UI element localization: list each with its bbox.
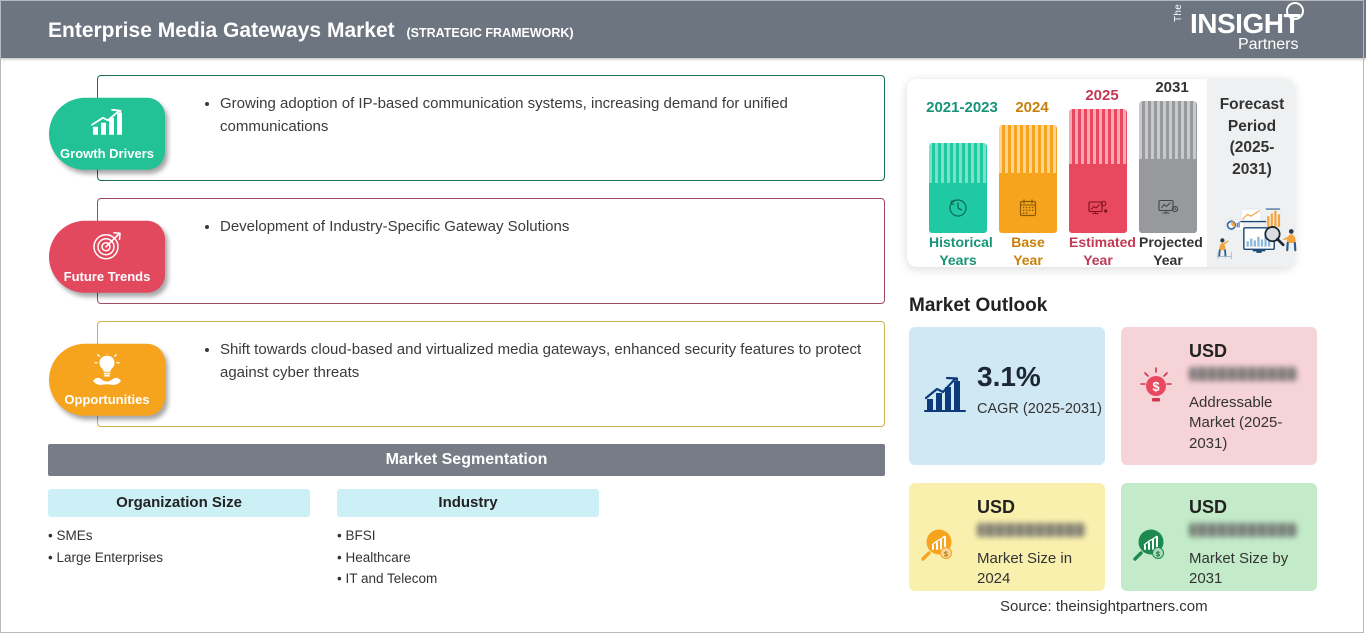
svg-text:$: $	[944, 552, 948, 559]
svg-text:$: $	[1152, 379, 1160, 394]
svg-text:$: $	[1156, 552, 1160, 559]
